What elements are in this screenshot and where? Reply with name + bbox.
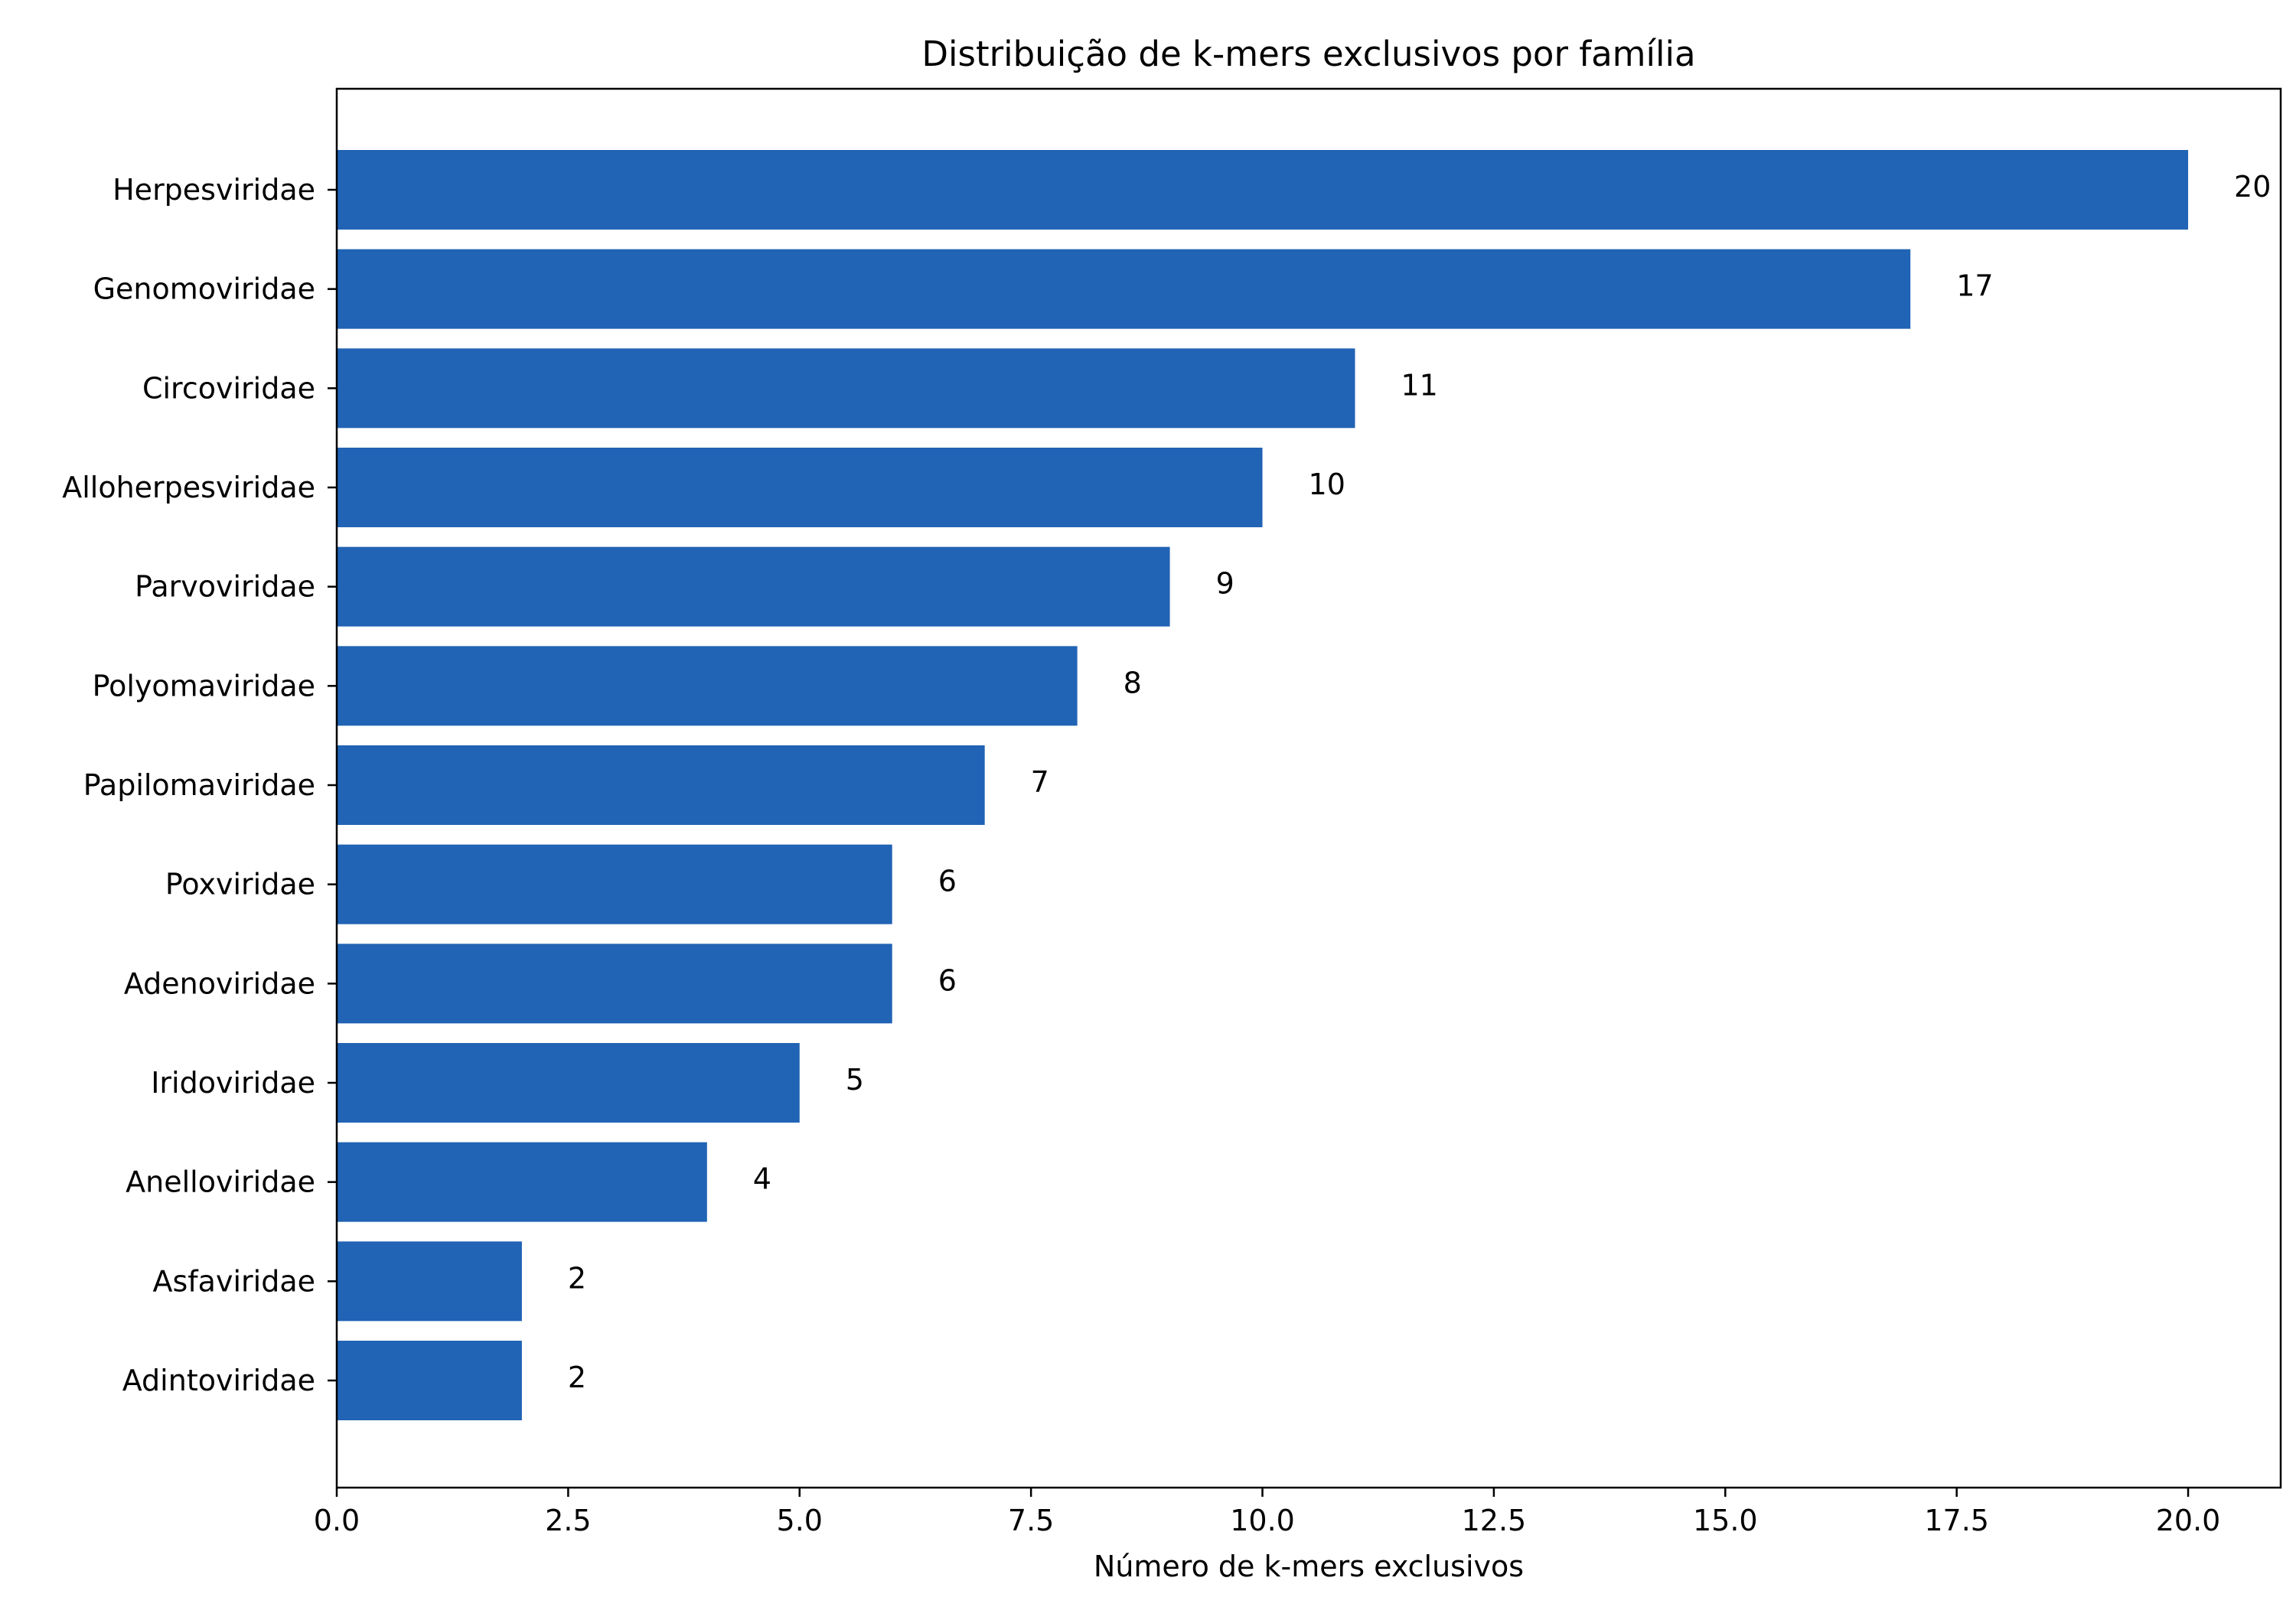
category-labels-layer: Herpesviridae Genomoviridae Circoviridae Al… — [62, 173, 337, 1397]
bar-herpesviridae — [337, 150, 2189, 230]
value-label-anelloviridae: 4 — [753, 1162, 771, 1196]
category-label-polyomaviridae: Polyomaviridae — [93, 669, 315, 702]
bar-poxviridae — [337, 844, 892, 924]
category-label-iridoviridae: Iridoviridae — [151, 1066, 315, 1100]
category-label-adintoviridae: Adintoviridae — [122, 1364, 315, 1397]
bar-anelloviridae — [337, 1142, 707, 1222]
category-label-circoviridae: Circoviridae — [142, 371, 315, 405]
category-label-asfaviridae: Asfaviridae — [153, 1264, 315, 1298]
bar-adenoviridae — [337, 944, 892, 1024]
value-label-circoviridae: 11 — [1401, 368, 1437, 402]
x-tick-label-12.5: 12.5 — [1462, 1504, 1527, 1537]
bar-parvoviridae — [337, 546, 1170, 627]
value-label-alloherpesviridae: 10 — [1309, 468, 1345, 501]
value-label-iridoviridae: 5 — [846, 1063, 864, 1097]
x-tick-label-10.0: 10.0 — [1230, 1504, 1295, 1537]
bar-circoviridae — [337, 348, 1355, 429]
bar-adintoviridae — [337, 1341, 522, 1420]
bar-iridoviridae — [337, 1043, 800, 1123]
category-label-adenoviridae: Adenoviridae — [124, 966, 315, 1000]
value-labels-layer: 20 17 11 10 9 8 7 6 6 5 4 2 2 — [568, 170, 2272, 1394]
category-label-parvoviridae: Parvoviridae — [135, 570, 315, 604]
x-tick-label-15.0: 15.0 — [1693, 1504, 1758, 1537]
x-tick-label-20.0: 20.0 — [2156, 1504, 2221, 1537]
value-label-herpesviridae: 20 — [2234, 170, 2271, 204]
value-label-papilomaviridae: 7 — [1031, 765, 1049, 799]
value-label-polyomaviridae: 8 — [1124, 666, 1142, 699]
bar-genomoviridae — [337, 249, 1911, 329]
value-label-asfaviridae: 2 — [568, 1261, 586, 1295]
category-label-papilomaviridae: Papilomaviridae — [83, 768, 315, 802]
value-label-poxviridae: 6 — [938, 865, 957, 898]
value-label-genomoviridae: 17 — [1956, 269, 1993, 303]
category-label-anelloviridae: Anelloviridae — [126, 1165, 315, 1199]
x-tick-label-2.5: 2.5 — [545, 1504, 591, 1537]
plot-frame — [335, 87, 2282, 1489]
value-label-adenoviridae: 6 — [938, 963, 957, 997]
chart-title: Distribuição de k-mers exclusivos por fa… — [921, 34, 1695, 74]
x-axis-label: Número de k-mers exclusivos — [1094, 1550, 1524, 1583]
x-tick-label-7.5: 7.5 — [1008, 1504, 1054, 1537]
bar-alloherpesviridae — [337, 448, 1263, 527]
value-label-adintoviridae: 2 — [568, 1361, 586, 1394]
bars-layer — [337, 150, 2189, 1420]
bar-asfaviridae — [337, 1241, 522, 1322]
category-label-poxviridae: Poxviridae — [165, 868, 315, 901]
category-label-herpesviridae: Herpesviridae — [113, 173, 315, 207]
category-label-genomoviridae: Genomoviridae — [93, 272, 315, 306]
x-tick-label-5.0: 5.0 — [777, 1504, 823, 1537]
category-label-alloherpesviridae: Alloherpesviridae — [62, 471, 315, 504]
bar-polyomaviridae — [337, 646, 1078, 726]
x-tick-label-0.0: 0.0 — [314, 1504, 360, 1537]
value-label-parvoviridae: 9 — [1216, 567, 1234, 601]
bar-papilomaviridae — [337, 745, 985, 825]
x-tick-label-17.5: 17.5 — [1924, 1504, 1989, 1537]
x-ticks-layer: 0.0 2.5 5.0 7.5 10.0 12.5 15.0 17.5 20.0 — [314, 1488, 2221, 1537]
